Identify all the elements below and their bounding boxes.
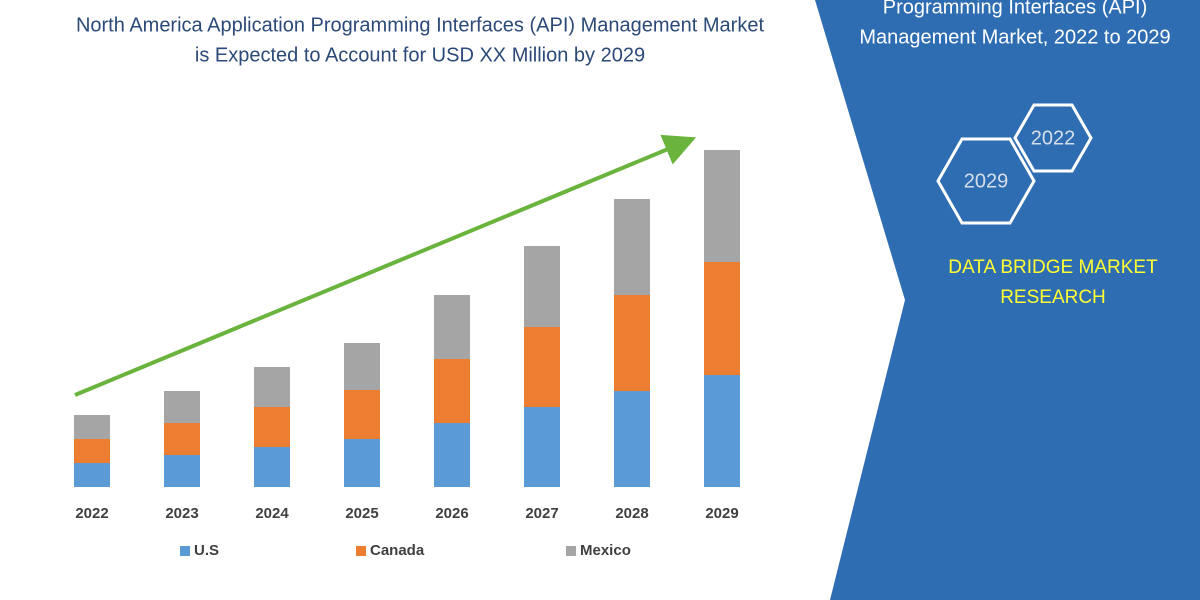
bar-segment <box>254 367 290 407</box>
trend-arrow <box>74 134 697 397</box>
bar-segment <box>434 295 470 359</box>
x-tick-label: 2022 <box>75 505 108 522</box>
bar-segment <box>434 423 470 487</box>
bar-segment <box>704 262 740 375</box>
bar-segment <box>524 327 560 407</box>
hexagon <box>1013 103 1093 173</box>
bar-segment <box>704 150 740 262</box>
bar-segment <box>254 407 290 447</box>
brand: RESEARCH <box>1000 287 1106 308</box>
brand: DATA BRIDGE MARKET <box>948 257 1158 278</box>
bar-segment <box>614 199 650 295</box>
bar-segment <box>164 455 200 487</box>
hexagon-label: 2029 <box>964 170 1009 192</box>
x-tick-label: 2025 <box>345 505 378 522</box>
bar-segment <box>74 415 110 439</box>
bar-segment <box>254 447 290 487</box>
bar-segment <box>524 246 560 327</box>
bar-segment <box>74 463 110 487</box>
x-tick-label: 2023 <box>165 505 198 522</box>
legend-label: Mexico <box>580 542 631 559</box>
bar-segment <box>614 391 650 487</box>
bar-segment <box>344 390 380 439</box>
bar-segment <box>524 407 560 487</box>
panel-title: Programming Interfaces (API) <box>883 0 1148 18</box>
legend-label: U.S <box>194 542 219 559</box>
x-tick-label: 2026 <box>435 505 468 522</box>
hexagon <box>936 137 1036 225</box>
bar-segment <box>344 439 380 487</box>
hexagon-label: 2022 <box>1031 127 1076 149</box>
panel-title: Management Market, 2022 to 2029 <box>859 26 1170 48</box>
x-tick-label: 2029 <box>705 505 738 522</box>
legend-swatch <box>180 546 190 556</box>
bar-segment <box>74 439 110 463</box>
legend-swatch <box>356 546 366 556</box>
legend-swatch <box>566 546 576 556</box>
x-tick-label: 2028 <box>615 505 648 522</box>
legend-label: Canada <box>370 542 425 559</box>
bar-segment <box>164 391 200 423</box>
x-tick-label: 2024 <box>255 505 289 522</box>
chart-title: is Expected to Account for USD XX Millio… <box>195 44 645 66</box>
bar-segment <box>344 343 380 390</box>
x-tick-label: 2027 <box>525 505 558 522</box>
bar-segment <box>704 375 740 487</box>
bar-segment <box>434 359 470 423</box>
bar-segment <box>164 423 200 455</box>
chart-title: North America Application Programming In… <box>76 14 765 36</box>
side-panel-bg <box>815 0 1200 600</box>
bar-segment <box>614 295 650 391</box>
